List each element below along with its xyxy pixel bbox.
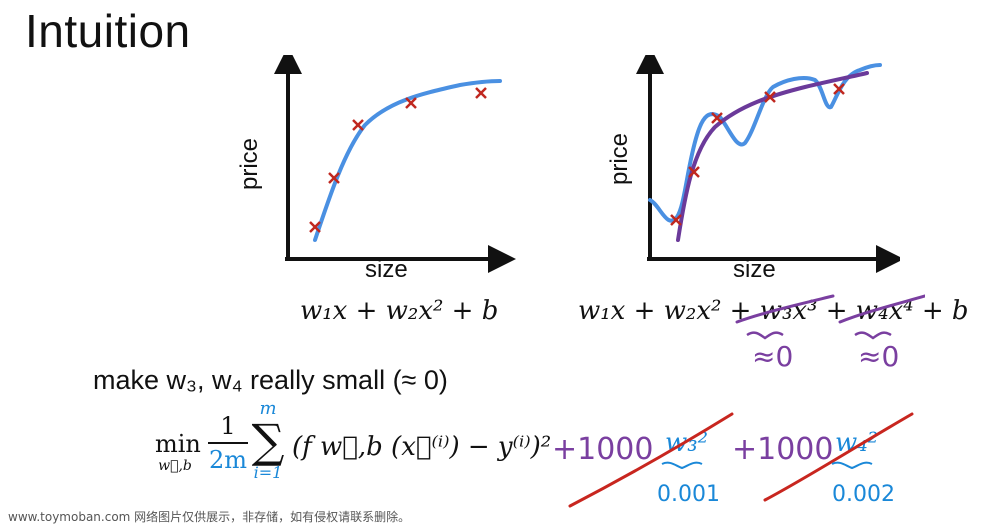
annotation-w3-approx: ≈0 xyxy=(752,340,794,373)
strike-term2 xyxy=(763,412,914,502)
min-subscript: w⃗,b xyxy=(158,458,192,474)
sigma-icon: ∑ xyxy=(251,414,285,468)
left-x-label: size xyxy=(365,256,408,283)
fraction-bar xyxy=(208,442,248,444)
right-formula-annotations xyxy=(735,294,925,340)
reg-term2-value: 0.002 xyxy=(832,482,895,507)
regularization-note: make w₃, w₄ really small (≈ 0) xyxy=(93,365,448,395)
reg-term2-var: w₄² xyxy=(835,428,879,458)
cost-body: (f w⃗,b (x⃗⁽ⁱ⁾) − y⁽ⁱ⁾)² xyxy=(292,432,552,462)
brace-w4 xyxy=(854,331,892,340)
annotation-w4-approx: ≈0 xyxy=(858,340,900,373)
right-data-points xyxy=(670,83,845,226)
data-point xyxy=(670,214,682,226)
brace-w3 xyxy=(746,331,784,340)
cost-min: min w⃗,b xyxy=(155,430,201,474)
fraction-denominator: 2m xyxy=(208,446,248,474)
data-point xyxy=(475,87,487,99)
right-plot xyxy=(636,55,900,273)
fraction-numerator: 1 xyxy=(220,412,236,440)
strike-term1 xyxy=(568,412,734,508)
strike-w3 xyxy=(735,294,835,324)
data-point xyxy=(711,112,723,124)
underline-w4 xyxy=(831,461,873,470)
right-x-label: size xyxy=(733,256,776,283)
data-point xyxy=(309,221,321,233)
watermark: www.toymoban.com 网络图片仅供展示，非存储，如有侵权请联系删除。 xyxy=(8,510,411,524)
right-y-label: price xyxy=(606,132,633,185)
data-point xyxy=(833,83,845,95)
reg-term2-coef: +1000 xyxy=(732,432,834,467)
reg-term1-value: 0.001 xyxy=(657,482,720,507)
sum-upper: m xyxy=(259,398,277,419)
min-operator: min xyxy=(155,430,201,458)
strike-w4 xyxy=(838,294,925,324)
data-point xyxy=(352,119,364,131)
data-point xyxy=(405,97,417,109)
cost-fraction: 1 2m xyxy=(208,412,248,474)
reg-term1-coef: +1000 xyxy=(552,432,654,467)
reg-strikes xyxy=(568,412,914,508)
data-point xyxy=(688,166,700,178)
left-fit-curve xyxy=(313,79,502,242)
left-plot xyxy=(274,55,516,273)
left-y-label: price xyxy=(236,137,263,190)
sum-lower: i=1 xyxy=(253,463,283,482)
right-purple-curve xyxy=(676,71,869,242)
cost-sum: m ∑ i=1 xyxy=(250,398,286,482)
slide-title: Intuition xyxy=(25,5,191,57)
underline-w3 xyxy=(661,461,703,470)
left-data-points xyxy=(309,87,487,233)
data-point xyxy=(328,172,340,184)
left-formula: w₁x + w₂x² + b xyxy=(300,296,499,326)
data-point xyxy=(764,91,776,103)
